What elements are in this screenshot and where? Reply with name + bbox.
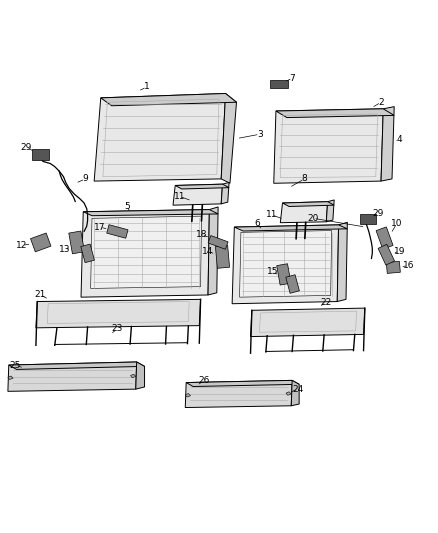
Text: 23: 23 [112, 324, 123, 333]
Text: 29: 29 [372, 208, 383, 217]
Polygon shape [9, 362, 145, 369]
Polygon shape [69, 231, 85, 254]
Polygon shape [107, 225, 128, 238]
Polygon shape [326, 200, 334, 222]
Text: 17: 17 [94, 223, 106, 231]
Text: 15: 15 [267, 267, 278, 276]
Polygon shape [101, 93, 237, 106]
Text: 22: 22 [321, 298, 332, 307]
Polygon shape [91, 216, 201, 288]
Polygon shape [280, 201, 328, 223]
Polygon shape [378, 244, 395, 265]
Polygon shape [234, 225, 347, 231]
Text: 20: 20 [307, 214, 319, 223]
Polygon shape [386, 261, 400, 273]
Polygon shape [8, 376, 13, 379]
Text: 13: 13 [59, 245, 71, 254]
Polygon shape [360, 214, 375, 224]
Polygon shape [221, 93, 237, 183]
Polygon shape [175, 184, 229, 189]
Text: 16: 16 [403, 261, 414, 270]
Polygon shape [276, 109, 394, 118]
Polygon shape [185, 381, 292, 408]
Polygon shape [31, 233, 51, 252]
Polygon shape [136, 362, 145, 389]
Polygon shape [251, 308, 365, 336]
Polygon shape [173, 184, 223, 205]
Text: 6: 6 [254, 219, 261, 228]
Polygon shape [274, 109, 383, 183]
Polygon shape [81, 244, 95, 263]
Polygon shape [185, 393, 191, 397]
Text: 12: 12 [16, 241, 28, 250]
Polygon shape [291, 381, 299, 406]
Polygon shape [221, 182, 229, 204]
Text: 8: 8 [301, 174, 307, 183]
Text: 5: 5 [124, 201, 130, 211]
Polygon shape [186, 381, 299, 386]
Polygon shape [337, 222, 347, 302]
Text: 1: 1 [144, 83, 150, 92]
Text: 25: 25 [10, 360, 21, 369]
Polygon shape [286, 274, 300, 293]
Text: 24: 24 [292, 385, 304, 394]
Text: 4: 4 [397, 135, 402, 144]
Text: 7: 7 [290, 74, 296, 83]
Text: 14: 14 [202, 247, 214, 256]
Polygon shape [270, 80, 288, 88]
Polygon shape [376, 227, 393, 249]
Polygon shape [32, 149, 49, 160]
Polygon shape [232, 225, 339, 304]
Polygon shape [83, 209, 218, 216]
Text: 21: 21 [35, 290, 46, 300]
Polygon shape [240, 231, 332, 297]
Polygon shape [8, 362, 137, 391]
Polygon shape [208, 207, 218, 295]
Polygon shape [208, 236, 228, 249]
Text: 29: 29 [21, 143, 32, 152]
Text: 19: 19 [394, 247, 405, 256]
Polygon shape [36, 300, 201, 328]
Polygon shape [381, 107, 394, 181]
Text: 2: 2 [378, 98, 384, 107]
Text: 10: 10 [391, 219, 403, 228]
Text: 3: 3 [257, 130, 263, 139]
Text: 11: 11 [266, 211, 277, 219]
Polygon shape [81, 209, 209, 297]
Polygon shape [277, 264, 291, 285]
Polygon shape [94, 93, 226, 181]
Polygon shape [215, 245, 230, 268]
Text: 9: 9 [82, 174, 88, 183]
Polygon shape [283, 201, 334, 206]
Text: 26: 26 [198, 376, 209, 385]
Text: 11: 11 [174, 192, 185, 201]
Polygon shape [286, 392, 291, 395]
Text: 18: 18 [196, 230, 207, 239]
Polygon shape [131, 374, 136, 378]
